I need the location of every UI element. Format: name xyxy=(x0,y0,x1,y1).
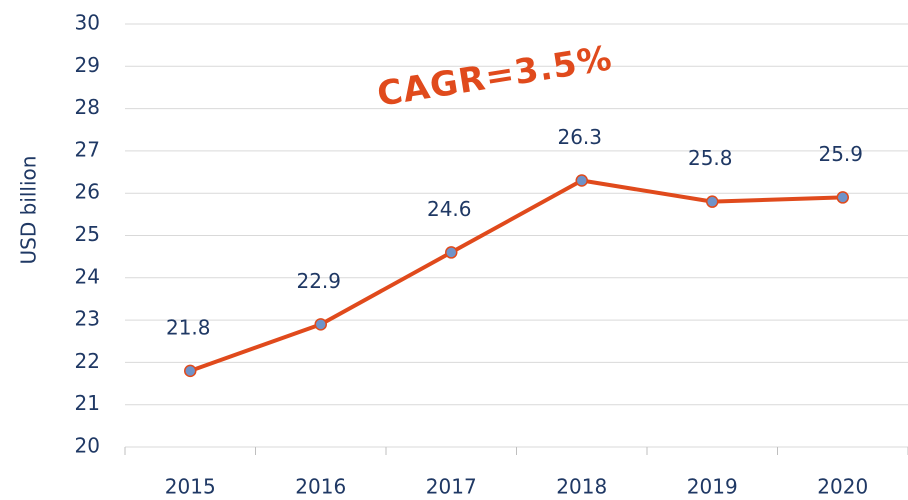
data-point xyxy=(706,195,719,208)
data-point xyxy=(575,174,588,187)
data-label: 21.8 xyxy=(166,315,211,339)
data-point xyxy=(184,364,197,378)
x-tick-label: 2019 xyxy=(687,475,738,499)
y-tick-label: 28 xyxy=(75,95,100,119)
data-label: 24.6 xyxy=(427,197,472,221)
x-tick-label: 2017 xyxy=(426,475,477,499)
x-tick-label: 2020 xyxy=(817,475,868,499)
data-point xyxy=(445,246,458,259)
data-label: 22.9 xyxy=(296,269,341,293)
y-tick-label: 25 xyxy=(75,222,100,246)
y-tick-label: 24 xyxy=(75,264,100,288)
data-label: 26.3 xyxy=(557,125,602,149)
y-tick-label: 21 xyxy=(75,391,100,415)
y-tick-label: 22 xyxy=(75,349,100,373)
x-tick-label: 2015 xyxy=(165,475,216,499)
y-tick-label: 29 xyxy=(75,53,100,77)
data-label: 25.8 xyxy=(688,146,733,170)
series-line xyxy=(189,178,843,373)
y-axis-label: USD billion xyxy=(17,156,41,265)
x-tick-label: 2016 xyxy=(295,475,346,499)
y-tick-label: 30 xyxy=(75,11,100,35)
y-tick-label: 26 xyxy=(75,180,100,204)
y-tick-label: 27 xyxy=(75,137,100,161)
data-point xyxy=(314,318,327,331)
data-label: 25.9 xyxy=(818,142,863,166)
data-point xyxy=(836,191,849,204)
x-tick-label: 2018 xyxy=(556,475,607,499)
annotation: CAGR=3.5% xyxy=(375,38,615,115)
y-tick-label: 23 xyxy=(75,307,100,331)
y-tick-label: 20 xyxy=(75,434,100,458)
